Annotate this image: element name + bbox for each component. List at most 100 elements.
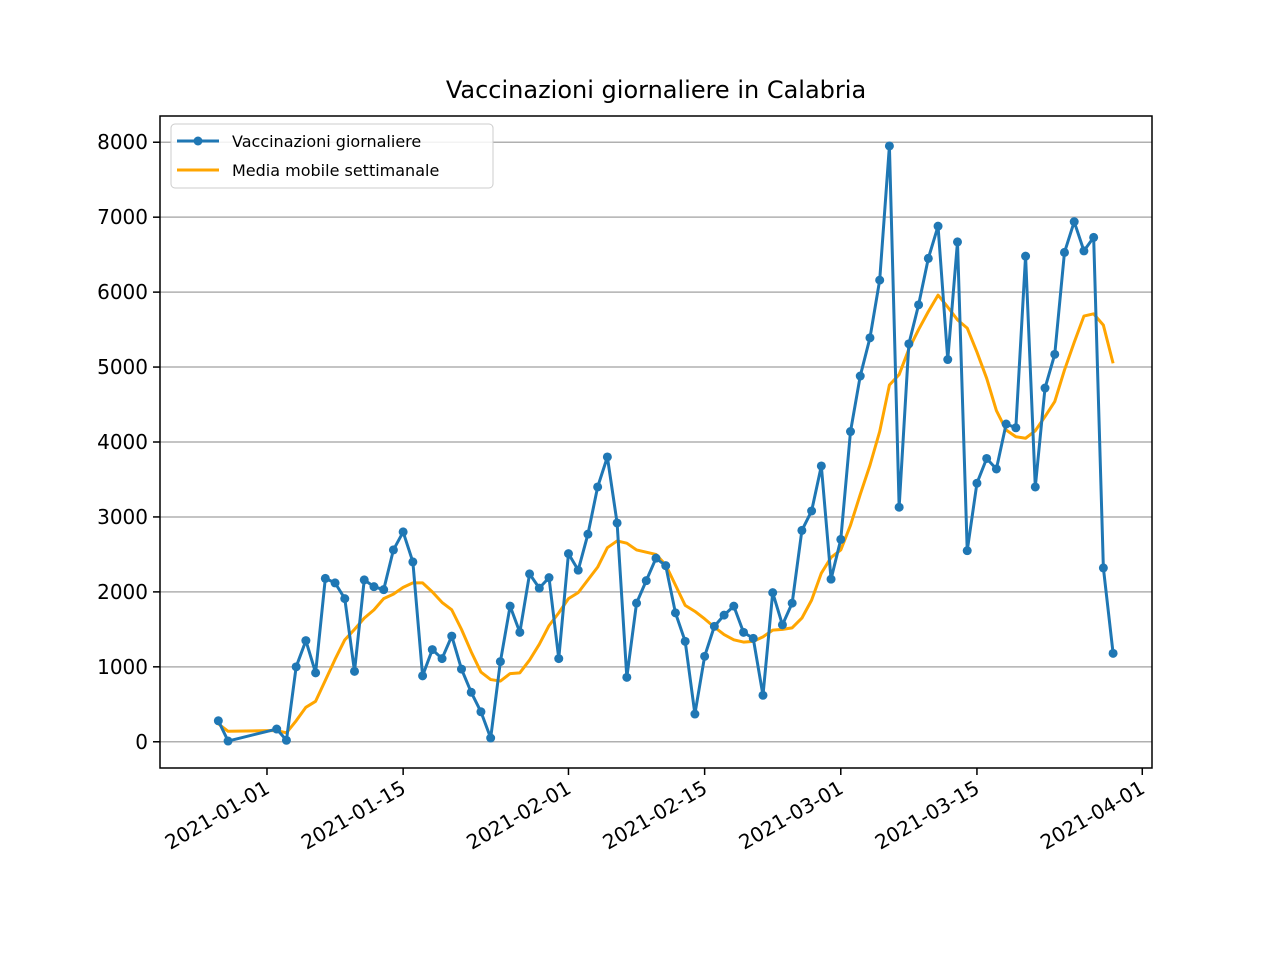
daily-vaccinations-point — [923, 253, 933, 263]
chart-title: Vaccinazioni giornaliere in Calabria — [446, 76, 866, 104]
daily-vaccinations-point — [651, 553, 661, 563]
daily-vaccinations-point — [593, 482, 603, 492]
daily-vaccinations-point — [272, 724, 282, 734]
daily-vaccinations-point — [291, 662, 301, 672]
daily-vaccinations-point — [797, 525, 807, 535]
daily-vaccinations-point — [739, 627, 749, 637]
daily-vaccinations-point — [1079, 246, 1089, 256]
daily-vaccinations-point — [330, 578, 340, 588]
daily-vaccinations-point — [865, 333, 875, 343]
daily-vaccinations-point — [281, 735, 291, 745]
daily-vaccinations-point — [544, 573, 554, 583]
y-axis: 0 1000 2000 3000 4000 5000 6000 7000 8000 — [97, 130, 160, 754]
y-tick-label: 2000 — [97, 580, 148, 604]
daily-vaccinations-point — [768, 588, 778, 598]
daily-vaccinations-point — [515, 627, 525, 637]
daily-vaccinations-point — [982, 453, 992, 463]
daily-vaccinations-point — [379, 585, 389, 595]
daily-vaccinations-point — [758, 690, 768, 700]
daily-vaccinations-point — [1021, 251, 1031, 261]
y-tick-label: 1000 — [97, 655, 148, 679]
daily-vaccinations-point — [573, 565, 583, 575]
daily-vaccinations-point — [846, 427, 856, 437]
y-tick-label: 4000 — [97, 430, 148, 454]
daily-vaccinations-point — [495, 657, 505, 667]
daily-vaccinations-point — [602, 452, 612, 462]
daily-vaccinations-point — [972, 478, 982, 488]
y-tick-label: 5000 — [97, 355, 148, 379]
y-tick-label: 7000 — [97, 205, 148, 229]
daily-vaccinations-point — [1098, 563, 1108, 573]
daily-vaccinations-point — [719, 610, 729, 620]
daily-vaccinations-point — [690, 709, 700, 719]
daily-vaccinations-point — [388, 545, 398, 555]
daily-vaccinations-point — [894, 502, 904, 512]
daily-vaccinations-point — [427, 645, 437, 655]
daily-vaccinations-point — [311, 668, 321, 678]
daily-vaccinations-point — [1089, 232, 1099, 242]
legend: Vaccinazioni giornaliere Media mobile se… — [170, 123, 494, 189]
daily-vaccinations-point — [661, 561, 671, 571]
daily-vaccinations-point — [991, 464, 1001, 474]
y-tick-label: 8000 — [97, 130, 148, 154]
daily-vaccinations-point — [826, 574, 836, 584]
legend-box — [170, 123, 494, 189]
daily-vaccinations-point — [525, 569, 535, 579]
daily-vaccinations-point — [563, 549, 573, 559]
daily-vaccinations-point — [223, 736, 233, 746]
daily-vaccinations-point — [534, 583, 544, 593]
daily-vaccinations-point — [486, 733, 496, 743]
daily-vaccinations-point — [914, 300, 924, 310]
daily-vaccinations-point — [1011, 423, 1021, 433]
daily-vaccinations-point — [933, 221, 943, 231]
daily-vaccinations-point — [709, 621, 719, 631]
daily-vaccinations-point — [505, 601, 515, 611]
daily-vaccinations-point — [777, 620, 787, 630]
daily-vaccinations-point — [641, 576, 651, 586]
daily-vaccinations-point — [1069, 217, 1079, 227]
daily-vaccinations-point — [476, 707, 486, 717]
daily-vaccinations-point — [398, 527, 408, 537]
daily-vaccinations-point — [408, 557, 418, 567]
legend-marker-daily — [193, 136, 203, 146]
daily-vaccinations-point — [680, 636, 690, 646]
daily-vaccinations-point — [1059, 247, 1069, 257]
y-tick-label: 3000 — [97, 505, 148, 529]
daily-vaccinations-point — [301, 636, 311, 646]
daily-vaccinations-point — [359, 575, 369, 585]
daily-vaccinations-point — [456, 664, 466, 674]
daily-vaccinations-point — [962, 546, 972, 556]
daily-vaccinations-point — [320, 573, 330, 583]
daily-vaccinations-point — [369, 582, 379, 592]
daily-vaccinations-point — [1108, 648, 1118, 658]
daily-vaccinations-point — [1030, 482, 1040, 492]
moving-average-line — [217, 293, 1115, 735]
daily-vaccinations-point — [1050, 349, 1060, 359]
daily-vaccinations-point — [612, 518, 622, 528]
daily-vaccinations-point — [816, 461, 826, 471]
daily-vaccinations-point — [943, 355, 953, 365]
daily-vaccinations-point — [670, 608, 680, 618]
daily-vaccinations-point — [836, 534, 846, 544]
daily-vaccinations-point — [748, 633, 758, 643]
daily-vaccinations-point — [447, 631, 457, 641]
daily-vaccinations-point — [340, 594, 350, 604]
daily-vaccinations-point — [466, 687, 476, 697]
daily-vaccinations-point — [1040, 383, 1050, 393]
daily-vaccinations-point — [875, 275, 885, 285]
daily-vaccinations-point — [904, 339, 914, 349]
legend-label-daily: Vaccinazioni giornaliere — [232, 132, 421, 151]
daily-vaccinations-point — [729, 601, 739, 611]
daily-vaccinations-point — [884, 141, 894, 151]
y-tick-label: 6000 — [97, 280, 148, 304]
daily-vaccinations-point — [583, 529, 593, 539]
legend-label-moving-average: Media mobile settimanale — [232, 161, 439, 180]
daily-vaccinations-point — [350, 666, 360, 676]
daily-vaccinations-point — [952, 237, 962, 247]
daily-vaccinations-point — [807, 506, 817, 516]
daily-vaccinations-point — [213, 716, 223, 726]
daily-vaccinations-point — [554, 654, 564, 664]
daily-vaccinations-point — [437, 654, 447, 664]
daily-vaccinations-point — [855, 371, 865, 381]
